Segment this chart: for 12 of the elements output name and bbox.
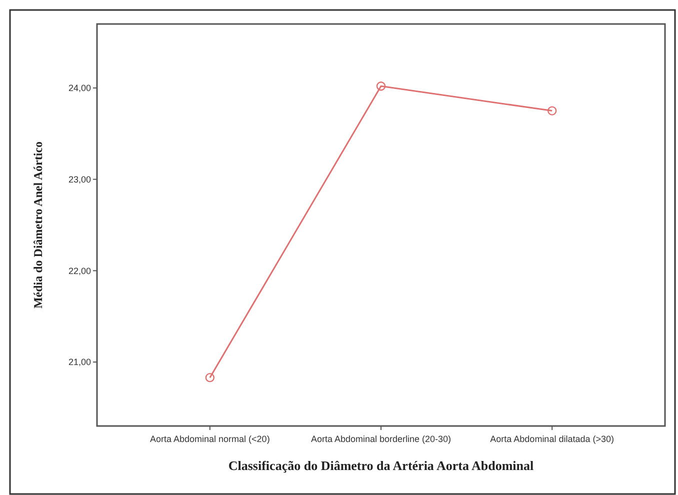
point [205,372,215,382]
point [376,82,386,91]
y-tick-label: 22,00 [68,266,91,276]
x-axis-title: Classificação do Diâmetro da Artéria Aorta Abdominal [228,458,534,473]
y-tick-label: 23,00 [68,174,91,184]
y-tick-label: 21,00 [68,357,91,368]
x-tick-label: Aorta Abdominal borderline (20-30) [310,434,452,444]
x-tick-label: Aorta Abdominal dilatada (>30) [490,434,614,444]
y-axis-title: Média do Diâmetro Anel Aórtico [31,141,45,309]
x-tick-label: Aorta Abdominal normal (<20) [150,434,270,444]
y-tick-label: 24,00 [68,83,91,94]
point [547,106,557,116]
